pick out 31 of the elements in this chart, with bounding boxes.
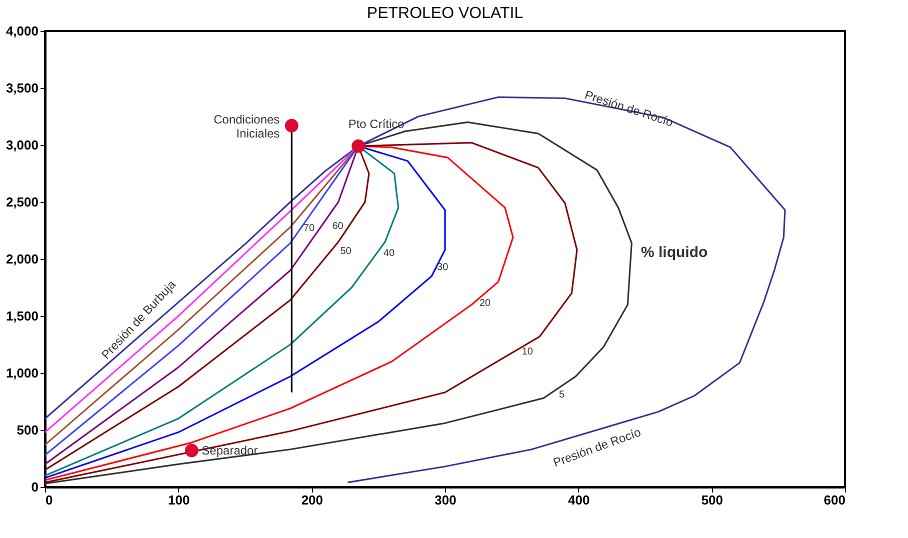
x-tick-label: 200 <box>301 492 324 508</box>
y-tick-label: 3,500 <box>6 80 38 96</box>
annotation: 30 <box>437 262 449 274</box>
annotation: Condiciones Iniciales <box>214 112 280 141</box>
annotation: 40 <box>383 248 395 260</box>
y-tick-label: 2,500 <box>6 194 38 210</box>
chart-title: PETROLEO VOLATIL <box>366 5 524 22</box>
y-tick-label: 1,000 <box>6 366 38 380</box>
annotation: Presión de Rocío <box>583 88 676 130</box>
x-tick-label: 0 <box>46 492 53 508</box>
y-tick-label: 4,000 <box>6 24 38 38</box>
annotation: Pto Crítico <box>348 117 405 132</box>
annotation: Presión de Rocío <box>551 424 643 470</box>
x-tick-label: 500 <box>701 492 724 508</box>
annotation: 70 <box>303 222 315 234</box>
x-tick-label: 300 <box>434 492 456 508</box>
y-tick-label: 1,500 <box>6 308 38 324</box>
annotation: 5 <box>559 389 566 400</box>
y-tick-label: 0 <box>31 480 38 494</box>
x-tick-label: 100 <box>168 492 190 508</box>
y-tick-label: 3,000 <box>6 138 38 152</box>
y-tick-label: 500 <box>16 422 38 438</box>
x-tick-label: 600 <box>824 492 846 508</box>
annotation: 60 <box>332 221 344 232</box>
annotation: Separador <box>202 444 258 458</box>
annotation: 10 <box>522 346 534 358</box>
annotation: 50 <box>340 246 352 258</box>
annotation: 20 <box>479 298 491 309</box>
y-tick-label: 2,000 <box>6 252 38 266</box>
x-tick-label: 400 <box>568 492 590 508</box>
annotation: % liquido <box>641 244 708 262</box>
